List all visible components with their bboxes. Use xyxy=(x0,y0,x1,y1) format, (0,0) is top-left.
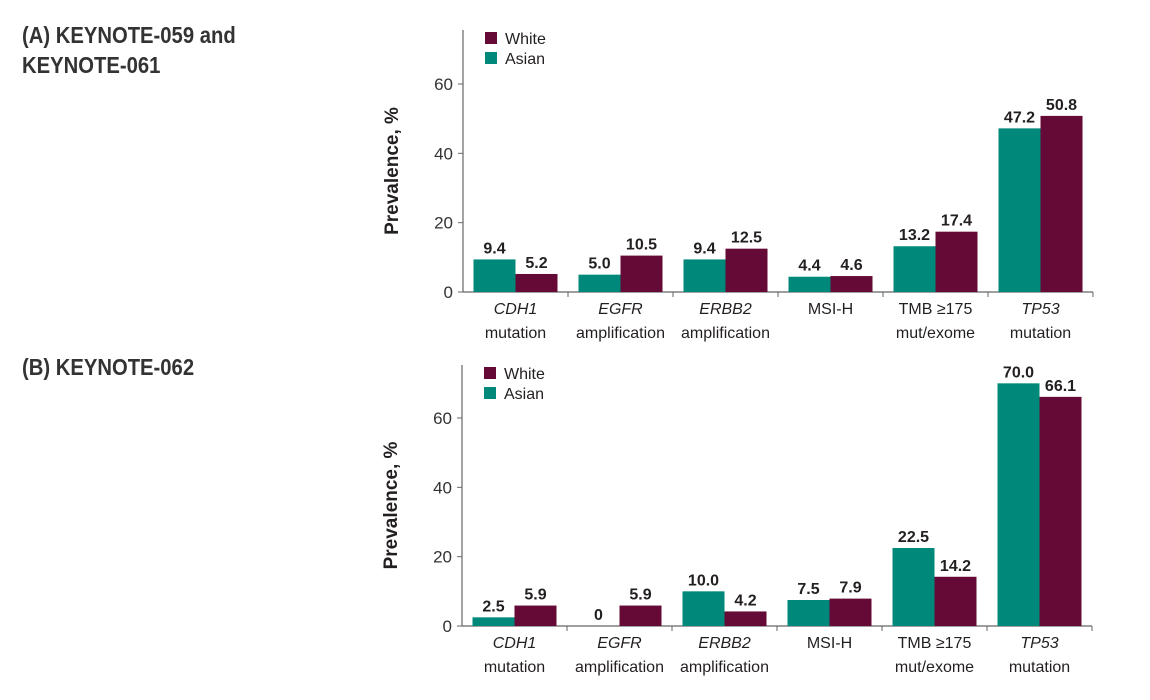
y-tick-label: 40 xyxy=(434,144,453,163)
bar-asian xyxy=(473,259,516,292)
data-label: 5.0 xyxy=(588,256,610,273)
legend-swatch-asian xyxy=(485,52,497,64)
data-label: 9.4 xyxy=(693,240,715,257)
x-tick-label: TP53 xyxy=(1021,301,1059,318)
legend-swatch-white xyxy=(485,32,497,44)
legend-label-asian: Asian xyxy=(504,386,544,403)
panel-b-title: (B) KEYNOTE-062 xyxy=(22,352,194,382)
x-tick-label-line2: mut/exome xyxy=(895,659,974,676)
bar-asian xyxy=(682,591,725,626)
data-label: 66.1 xyxy=(1045,378,1076,395)
x-tick-label: MSI-H xyxy=(807,635,852,652)
bar-white xyxy=(620,255,663,292)
chart-a: 0 20 40 60 Prevalence, % CDH1 mutation 9.4 5.2 EG… xyxy=(382,30,1094,342)
bar-white xyxy=(829,598,872,626)
bar-asian xyxy=(787,600,830,626)
data-label: 13.2 xyxy=(899,227,930,244)
data-label: 7.5 xyxy=(797,581,819,598)
x-tick-label: TP53 xyxy=(1020,635,1058,652)
data-label: 14.2 xyxy=(940,558,971,575)
y-tick-label: 20 xyxy=(434,214,453,233)
data-label: 10.5 xyxy=(626,237,657,254)
x-tick-label: TMB ≥175 xyxy=(898,635,972,652)
x-tick-label: EGFR xyxy=(597,635,642,652)
x-tick-label: CDH1 xyxy=(493,635,537,652)
x-tick-label-line2: amplification xyxy=(681,325,770,342)
data-label: 50.8 xyxy=(1046,97,1077,114)
bar-white xyxy=(1040,115,1083,292)
data-label: 0 xyxy=(594,607,603,624)
bar-asian xyxy=(893,246,936,292)
legend-swatch-asian xyxy=(484,387,496,399)
bar-asian xyxy=(997,383,1040,626)
data-label: 5.9 xyxy=(629,587,651,604)
bar-asian xyxy=(788,276,831,292)
x-tick-label: ERBB2 xyxy=(698,635,751,652)
bar-asian xyxy=(683,259,726,292)
bar-white xyxy=(515,273,558,292)
panel-a-title: (A) KEYNOTE-059 and KEYNOTE-061 xyxy=(22,20,236,80)
data-label: 7.9 xyxy=(839,580,861,597)
data-label: 70.0 xyxy=(1003,364,1034,381)
data-label: 5.2 xyxy=(525,255,547,272)
data-label: 4.4 xyxy=(798,258,820,275)
x-tick-label-line2: mutation xyxy=(1009,659,1070,676)
x-tick-label: CDH1 xyxy=(494,301,538,318)
x-tick-label-line2: mutation xyxy=(1010,325,1071,342)
bar-white xyxy=(1039,396,1082,626)
x-tick-label: EGFR xyxy=(598,301,643,318)
panel-b-title-line1: (B) KEYNOTE-062 xyxy=(22,354,195,380)
x-tick-label-line2: mutation xyxy=(485,325,546,342)
bar-white xyxy=(724,611,767,626)
data-label: 12.5 xyxy=(731,230,762,247)
x-tick-label: MSI-H xyxy=(808,301,853,318)
y-tick-label: 60 xyxy=(433,409,452,428)
bar-white xyxy=(725,248,768,292)
bar-asian xyxy=(892,548,935,626)
legend-label-white: White xyxy=(505,31,546,48)
data-label: 17.4 xyxy=(941,213,972,230)
chart-b: 0 20 40 60 Prevalence, % CDH1 mutation 2.5 5.9 EG… xyxy=(381,364,1093,676)
data-label: 2.5 xyxy=(482,598,504,615)
x-tick-label-line2: amplification xyxy=(575,659,664,676)
y-axis-label: Prevalence, % xyxy=(381,441,402,569)
bar-white xyxy=(619,605,662,626)
x-tick-label-line2: amplification xyxy=(576,325,665,342)
bar-asian xyxy=(998,128,1041,292)
y-tick-label: 60 xyxy=(434,75,453,94)
y-tick-label: 0 xyxy=(443,617,452,636)
data-label: 4.2 xyxy=(734,592,756,609)
bar-asian xyxy=(578,274,621,292)
legend-swatch-white xyxy=(484,367,496,379)
x-tick-label: ERBB2 xyxy=(699,301,752,318)
legend-label-white: White xyxy=(504,366,545,383)
bar-white xyxy=(934,576,977,626)
bar-asian xyxy=(472,617,515,626)
y-tick-label: 20 xyxy=(433,548,452,567)
bar-white xyxy=(514,605,557,626)
panel-a-title-line1: (A) KEYNOTE-059 and xyxy=(22,22,236,48)
data-label: 22.5 xyxy=(898,529,929,546)
panel-a-title-line2: KEYNOTE-061 xyxy=(22,52,161,78)
y-tick-label: 40 xyxy=(433,478,452,497)
bar-white xyxy=(935,231,978,292)
data-label: 10.0 xyxy=(688,572,719,589)
data-label: 5.9 xyxy=(524,587,546,604)
y-tick-label: 0 xyxy=(444,283,453,302)
x-tick-label-line2: mutation xyxy=(484,659,545,676)
data-label: 9.4 xyxy=(483,240,505,257)
data-label: 47.2 xyxy=(1004,109,1035,126)
data-label: 4.6 xyxy=(840,257,862,274)
y-axis-label: Prevalence, % xyxy=(382,107,403,235)
x-tick-label: TMB ≥175 xyxy=(899,301,973,318)
x-tick-label-line2: amplification xyxy=(680,659,769,676)
x-tick-label-line2: mut/exome xyxy=(896,325,975,342)
bar-white xyxy=(830,276,873,292)
legend-label-asian: Asian xyxy=(505,51,545,68)
